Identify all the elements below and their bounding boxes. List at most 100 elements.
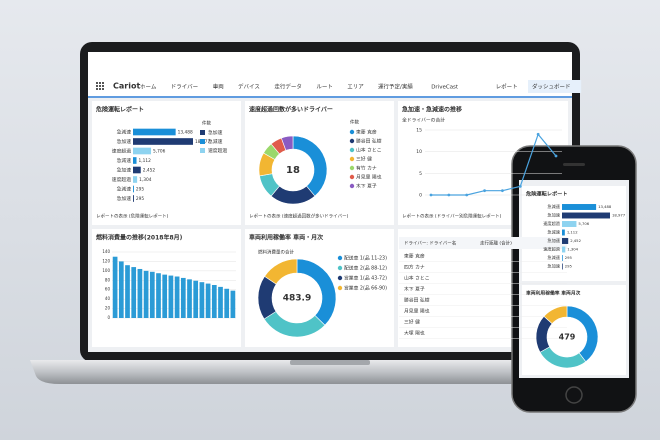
bar xyxy=(562,221,577,227)
legend-dot xyxy=(337,285,343,291)
nav-tab[interactable]: 走行データ xyxy=(274,83,302,91)
app-launcher-icon[interactable] xyxy=(96,82,104,90)
donut-segment xyxy=(264,258,298,285)
nav-tab[interactable]: DriveCast xyxy=(431,85,459,91)
bar-label: 急減速 xyxy=(547,254,560,261)
bar-label: 急加速 xyxy=(117,138,132,145)
table-cell: 大塚 陽也 xyxy=(404,330,425,337)
value-label: 1,112 xyxy=(139,158,152,164)
value-label: 1,304 xyxy=(139,177,152,183)
donut-center: 479 xyxy=(559,333,576,342)
legend-swatch xyxy=(200,130,205,135)
bar-label: 急加速 xyxy=(547,212,560,219)
table-cell: 三好 健 xyxy=(404,319,420,326)
bar xyxy=(133,147,152,155)
bar xyxy=(162,274,168,318)
nav-tab[interactable]: デバイス xyxy=(238,83,260,91)
bar xyxy=(156,273,161,318)
table-cell: 月見里 陽也 xyxy=(404,308,430,315)
value-label: 295 xyxy=(565,264,573,269)
bar xyxy=(562,204,597,210)
bar xyxy=(149,271,155,318)
line-point xyxy=(429,193,433,197)
laptop-base xyxy=(30,360,630,384)
bar xyxy=(562,238,569,244)
bar xyxy=(133,157,137,164)
bar xyxy=(562,212,610,219)
legend-dot xyxy=(349,156,355,162)
app-logo: Cariot xyxy=(113,82,140,91)
table-cell: 四方 カナ xyxy=(404,264,425,271)
y-tick-label: 120 xyxy=(102,258,110,263)
nav-tab[interactable]: 車両 xyxy=(213,83,225,91)
bar xyxy=(211,285,217,318)
bar xyxy=(143,270,149,318)
donut-center: 483.9 xyxy=(283,294,311,304)
report-link[interactable]: レポートの表示 (速度超過回数が多いドライバー) xyxy=(249,213,349,220)
legend-entry: 木下 夏子 xyxy=(356,183,377,190)
bar xyxy=(187,279,192,318)
value-label: 5,706 xyxy=(578,221,589,226)
panel-title: 危険運転レポート xyxy=(95,106,144,114)
report-link[interactable]: レポートの表示 (危険運転レポート) xyxy=(96,213,169,220)
legend-dot xyxy=(349,165,355,171)
panel-title: 危険運転レポート xyxy=(525,190,568,198)
legend-swatch xyxy=(200,148,205,153)
line-point xyxy=(501,189,504,193)
bar-label: 速度超過 xyxy=(112,148,131,155)
bar-label: 急減速 xyxy=(117,186,132,193)
panel-subtitle: 全ドライバーの合計 xyxy=(402,117,445,124)
y-tick-label: 100 xyxy=(102,268,110,273)
y-tick-label: 40 xyxy=(105,296,111,301)
panel-title: 急加速・急減速の推移 xyxy=(402,106,462,114)
nav-tab[interactable]: 運行予定/実績 xyxy=(378,83,413,91)
column-header: 走行距離 (合計) xyxy=(480,240,512,247)
value-label: 18,977 xyxy=(612,213,626,218)
report-link[interactable]: レポートの表示 (ドライバー別危険運転レポート) xyxy=(402,213,502,220)
bar-label: 急加速 xyxy=(547,237,560,244)
bar xyxy=(562,255,563,261)
value-label: 13,488 xyxy=(598,204,612,209)
value-label: 2,452 xyxy=(143,168,156,174)
nav-tab[interactable]: エリア xyxy=(347,84,364,91)
bar-label: 急加速 xyxy=(117,167,132,174)
active-tab xyxy=(528,80,582,93)
bar xyxy=(133,138,193,145)
nav-tab[interactable]: ダッシュボード xyxy=(532,83,571,91)
y-tick-label: 0 xyxy=(419,193,422,199)
value-label: 13,488 xyxy=(178,130,193,136)
legend-entry: 月見里 陽也 xyxy=(356,174,382,181)
bar xyxy=(180,277,186,318)
bar xyxy=(133,128,176,136)
legend-dot xyxy=(337,255,343,261)
bar xyxy=(562,229,565,236)
line-point xyxy=(554,154,558,158)
bar xyxy=(174,276,180,318)
table-cell: 東藤 克彦 xyxy=(404,253,425,260)
bar xyxy=(562,263,563,270)
nav-tab[interactable]: レポート xyxy=(496,84,518,91)
bar xyxy=(131,267,137,318)
nav-tab[interactable]: ドライバー xyxy=(171,84,198,91)
bar-label: 速度超過 xyxy=(543,220,561,227)
bar xyxy=(562,246,566,253)
line-point xyxy=(518,184,522,188)
app-header xyxy=(88,52,572,98)
nav-tab[interactable]: ホーム xyxy=(140,84,157,91)
phone-home-button[interactable] xyxy=(565,386,583,404)
line-point xyxy=(447,193,451,197)
bar xyxy=(133,185,134,193)
column-header: ドライバー: ドライバー名 xyxy=(404,240,456,247)
nav-tab[interactable]: ルート xyxy=(316,85,333,91)
value-label: 295 xyxy=(565,255,573,260)
legend-dot xyxy=(349,129,355,135)
bar-label: 急減速 xyxy=(547,229,560,236)
y-tick-label: 20 xyxy=(105,306,111,311)
bar-label: 急加速 xyxy=(117,195,132,202)
donut-segment xyxy=(280,135,294,151)
laptop-notch xyxy=(290,360,370,365)
legend-entry: 勝谷田 弘樹 xyxy=(356,138,382,145)
line xyxy=(431,133,557,196)
